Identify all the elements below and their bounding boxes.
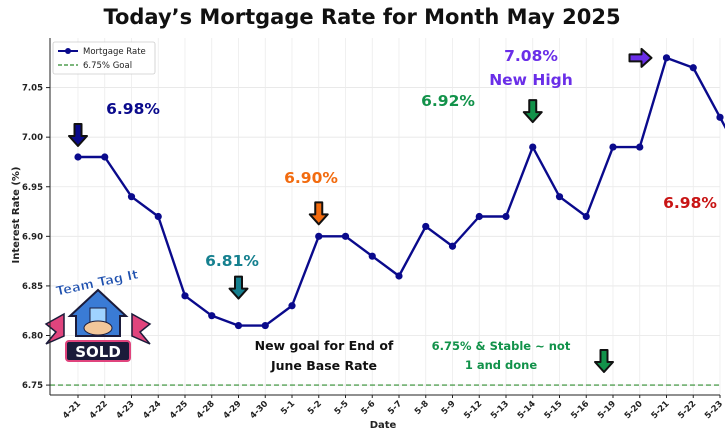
x-tick-label: 5-21 xyxy=(650,399,672,421)
x-tick-label: 4-24 xyxy=(141,399,163,421)
x-axis-label: Date xyxy=(370,420,397,431)
annotation-arrow-icon xyxy=(522,99,543,124)
data-point xyxy=(288,302,296,310)
data-point xyxy=(475,212,483,221)
legend-series-marker xyxy=(65,48,71,54)
x-tick-label: 5-1 xyxy=(279,399,297,417)
data-point xyxy=(341,232,350,240)
annotation-layer: 6.98% 6.81% 6.90% 6.92% 7.08% New High 6.98% Ne… xyxy=(68,47,717,373)
x-tick-label: 4-28 xyxy=(195,399,217,421)
x-tick-label: 5-7 xyxy=(386,399,404,417)
logo-sold-plate xyxy=(65,340,131,362)
legend: Mortgage Rate 6.75% Goal xyxy=(52,41,156,75)
x-tick-label: 4-30 xyxy=(248,399,270,421)
y-tick-label: 6.90 xyxy=(22,232,43,242)
data-point xyxy=(502,212,510,221)
annotation-label: 6.81% xyxy=(205,252,259,270)
x-tick-label: 5-9 xyxy=(440,399,458,417)
x-tick-label: 5-12 xyxy=(462,399,484,421)
x-tick-label: 5-5 xyxy=(333,399,351,417)
data-point xyxy=(689,64,697,72)
annotation-label: 6.90% xyxy=(284,169,338,187)
data-point xyxy=(529,143,537,151)
annotation-arrow-icon xyxy=(228,275,249,300)
legend-series-label: Mortgage Rate xyxy=(83,47,146,57)
data-point xyxy=(208,312,216,320)
legend-goal-label: 6.75% Goal xyxy=(83,61,132,71)
x-tick-label: 5-8 xyxy=(413,399,431,417)
annotation-label-secondary: New High xyxy=(489,71,573,89)
x-tick-label: 5-13 xyxy=(489,399,511,421)
data-point xyxy=(261,321,269,330)
data-point xyxy=(368,252,376,260)
x-tick-label: 5-22 xyxy=(676,399,698,421)
goal-note-line2: June Base Rate xyxy=(270,358,377,373)
series-line xyxy=(78,56,725,327)
grid-lines xyxy=(50,38,721,395)
logo-sold-text: SOLD xyxy=(75,343,121,361)
x-tick-label: 5-23 xyxy=(703,399,725,421)
data-point xyxy=(101,153,109,161)
data-point xyxy=(555,193,564,201)
x-tick-label: 4-29 xyxy=(222,399,244,421)
data-point xyxy=(127,193,136,201)
data-point xyxy=(662,54,671,62)
y-tick-label: 7.05 xyxy=(22,84,43,94)
annotation-label: 6.98% xyxy=(663,194,717,212)
house-window-icon xyxy=(89,307,107,323)
series-layer xyxy=(74,54,725,330)
data-point xyxy=(716,113,724,121)
x-tick-label: 5-15 xyxy=(543,399,565,421)
annotation-label: 7.08% xyxy=(504,47,558,65)
y-tick-label: 6.85 xyxy=(22,282,43,292)
goal-note-arrow-icon xyxy=(594,349,614,373)
x-tick-label: 5-2 xyxy=(306,399,324,417)
x-tick-label: 5-14 xyxy=(516,399,538,421)
data-point xyxy=(395,272,403,280)
x-tick-label: 5-20 xyxy=(623,399,645,421)
data-point xyxy=(609,143,617,151)
data-point xyxy=(582,212,590,221)
annotation-arrow-icon xyxy=(68,123,88,147)
goal-note-line1: New goal for End of xyxy=(255,338,394,353)
goal-note-line1: 6.75% & Stable ~ not xyxy=(432,339,571,353)
annotation-label: 6.98% xyxy=(106,100,160,118)
data-point xyxy=(154,212,162,221)
data-point xyxy=(74,153,82,161)
x-tick-label: 4-23 xyxy=(115,399,137,421)
x-tick-label: 5-16 xyxy=(569,399,591,421)
x-tick-label: 4-22 xyxy=(88,399,110,421)
goal-note-line2: 1 and done xyxy=(465,358,538,372)
y-tick-label: 7.00 xyxy=(22,133,43,143)
annotation-arrow-icon xyxy=(628,47,653,68)
annotation-label: 6.92% xyxy=(421,92,475,110)
x-tick-label: 4-25 xyxy=(168,399,190,421)
logo-ribbon-left xyxy=(44,312,65,345)
logo-ribbon-right xyxy=(131,312,152,345)
x-tick-label: 5-19 xyxy=(596,399,618,421)
handshake-icon xyxy=(83,320,113,336)
data-point xyxy=(234,321,243,330)
annotation-arrow-icon xyxy=(308,201,329,226)
x-tick-label: 4-21 xyxy=(61,399,83,421)
data-point xyxy=(448,242,457,250)
data-point xyxy=(636,143,644,151)
x-tick-label: 5-6 xyxy=(359,399,377,417)
y-tick-label: 6.80 xyxy=(22,332,43,342)
data-point xyxy=(181,292,189,300)
y-tick-label: 6.95 xyxy=(22,183,43,193)
data-point xyxy=(315,232,323,240)
legend-box xyxy=(52,41,156,75)
y-axis-label: Interest Rate (%) xyxy=(11,167,22,264)
chart-title: Today’s Mortgage Rate for Month May 2025 xyxy=(103,5,620,29)
y-tick-label: 6.75 xyxy=(22,381,43,391)
data-point xyxy=(422,222,430,231)
